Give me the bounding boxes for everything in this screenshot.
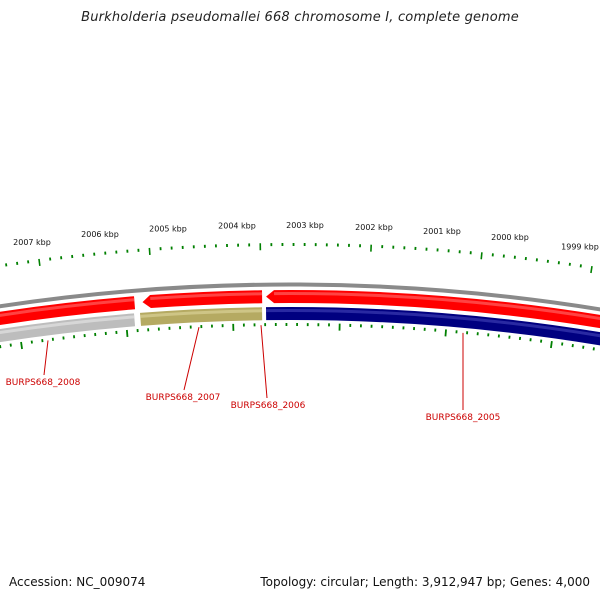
gene-label: BURPS668_2005 [426,413,501,423]
scale-label: 2007 kbp [13,238,51,247]
scale-label: 2003 kbp [286,221,324,230]
gene-labels: BURPS668_2008 BURPS668_2007 BURPS668_2006 B… [6,325,501,423]
map-title: Burkholderia pseudomallei 668 chromosome… [81,10,519,25]
accession-text: Accession: NC_009074 [9,575,146,589]
forward-gene-highlight-2 [150,292,263,301]
scale-label: 2001 kbp [423,227,461,236]
scale-label: 2002 kbp [355,223,393,232]
reverse-gene-highlight-3 [266,309,600,338]
scale-label: 2005 kbp [149,225,187,234]
backbone-ring [0,282,600,312]
gene-label: BURPS668_2008 [6,378,81,388]
major-tick [480,252,483,260]
inner-major-tick [444,329,447,337]
scale-label: 2000 kbp [491,233,529,242]
forward-gene-highlight-1 [0,298,135,317]
gene-leader-line [260,325,268,399]
major-tick [38,258,41,266]
major-tick [590,265,593,274]
inner-major-tick [20,341,23,350]
inner-major-tick [125,329,129,338]
scale-label: 2006 kbp [81,230,119,239]
scale-ruler: 2007 kbp 2006 kbp 2005 kbp 2004 kbp 2003 kbp… [0,221,599,351]
scale-label: 2004 kbp [218,222,256,231]
gene-leader-line [43,340,49,376]
reverse-gene-highlight-1 [0,315,135,335]
genome-summary-text: Topology: circular; Length: 3,912,947 bp… [260,575,590,589]
reverse-gene-3 [266,307,600,346]
forward-gene-3 [266,290,600,329]
reverse-gene-highlight-2 [140,309,263,318]
scale-label: 1999 kbp [561,242,599,251]
gene-tracks [0,282,600,346]
gene-label: BURPS668_2006 [231,401,306,411]
inner-major-tick [550,340,553,349]
gene-label: BURPS668_2007 [146,393,221,403]
gene-leader-line [183,327,200,391]
forward-gene-highlight-3 [274,292,600,321]
